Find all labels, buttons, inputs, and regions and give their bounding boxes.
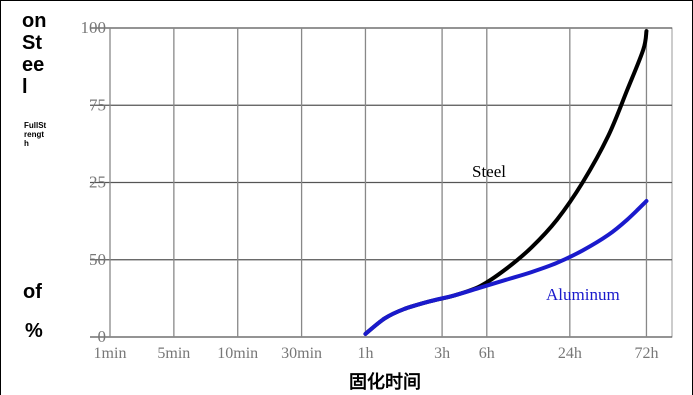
y-label-small-line: FullSt [24, 121, 47, 130]
y-label-small-line: h [24, 139, 29, 148]
y-axis-label-top: on St ee l [22, 10, 62, 98]
x-tick-label: 30min [281, 345, 322, 362]
x-tick-labels: 1min 5min 10min 30min 1h 3h 6h 24h 72h [94, 345, 659, 362]
x-tick-label: 24h [558, 345, 582, 362]
y-label-line: ee [22, 54, 45, 76]
series-labels: Steel Aluminum [472, 162, 620, 304]
y-tick-label: 0 [98, 327, 107, 346]
x-tick-label: 5min [157, 345, 190, 362]
x-tick-label: 10min [217, 345, 258, 362]
y-label-line: l [22, 76, 28, 98]
y-label-percent: % [25, 320, 43, 342]
x-tick-label: 3h [434, 345, 450, 362]
x-tick-label: 72h [634, 345, 658, 362]
series-lines [363, 29, 649, 336]
y-label-line: on [22, 10, 47, 32]
series-line-aluminum [363, 199, 649, 336]
x-axis-label: 固化时间 [349, 371, 421, 393]
y-tick-labels: 100 75 25 50 0 [81, 18, 107, 346]
series-label-aluminum: Aluminum [546, 285, 620, 304]
y-tick-label: 100 [81, 18, 107, 37]
grid [90, 27, 673, 338]
series-label-steel: Steel [472, 162, 506, 181]
y-label-small-line: rengt [24, 130, 44, 139]
y-tick-label: 75 [89, 95, 106, 114]
y-axis-label-small: FullSt rengt h [24, 121, 64, 148]
x-tick-label: 6h [479, 345, 495, 362]
x-tick-label: 1min [94, 345, 127, 362]
y-label-of: of [23, 281, 42, 303]
y-tick-label: 25 [89, 173, 106, 192]
y-label-line: St [22, 32, 42, 54]
y-tick-label: 50 [89, 250, 106, 269]
x-tick-label: 1h [357, 345, 373, 362]
